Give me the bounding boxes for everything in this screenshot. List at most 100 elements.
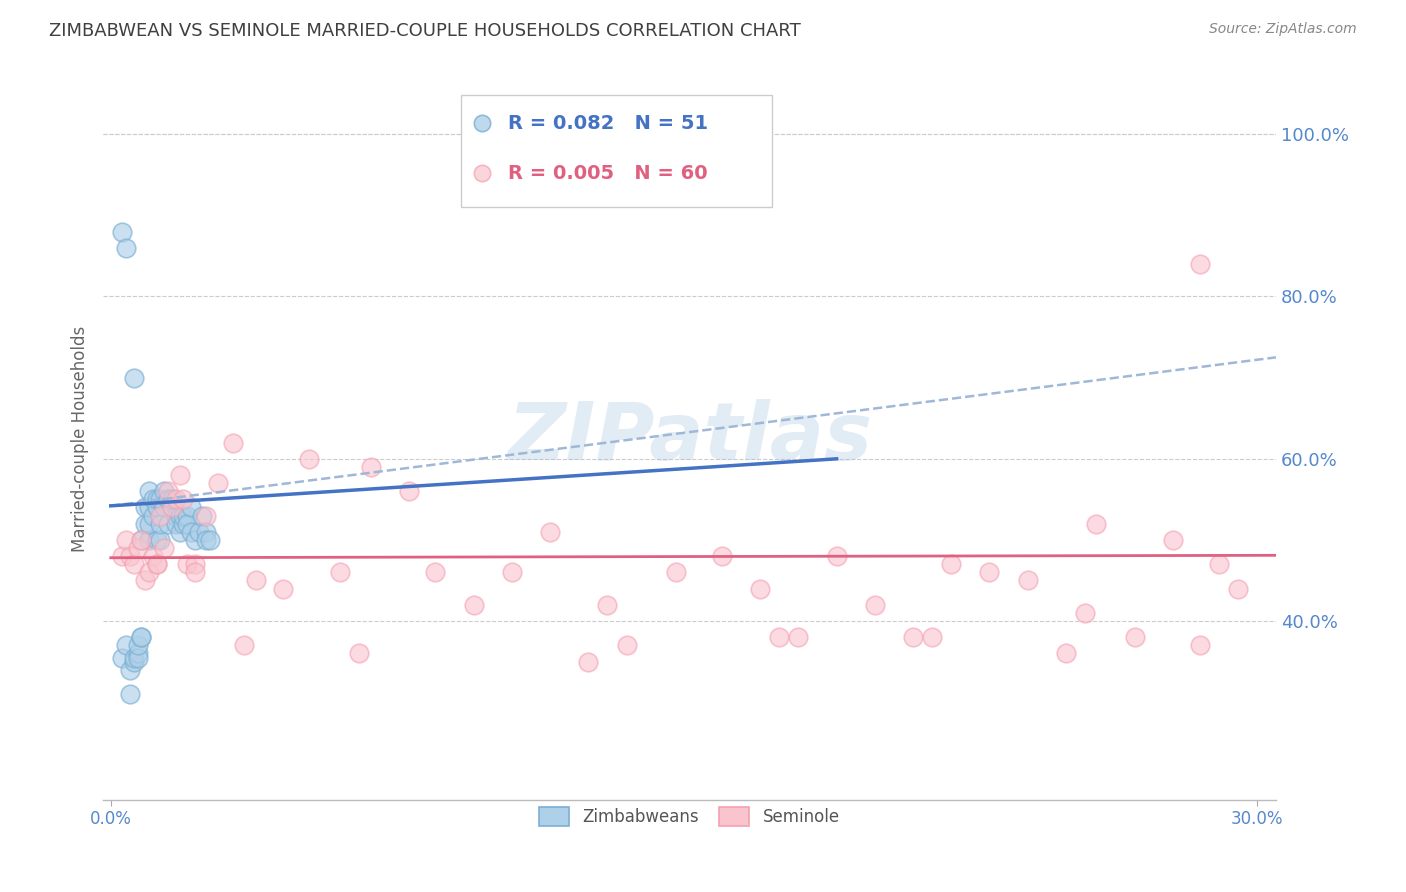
Point <box>538 524 561 539</box>
Point <box>1123 630 1146 644</box>
Point <box>115 241 138 255</box>
Point <box>1161 533 1184 547</box>
Point <box>195 524 218 539</box>
Point <box>180 500 202 515</box>
Point <box>1054 647 1077 661</box>
Point <box>1085 516 1108 531</box>
Point <box>501 566 523 580</box>
Point <box>176 508 198 523</box>
Point <box>127 650 149 665</box>
Legend: Zimbabweans, Seminole: Zimbabweans, Seminole <box>531 798 848 835</box>
Point <box>122 558 145 572</box>
Point <box>149 516 172 531</box>
Point <box>145 533 167 547</box>
Point <box>169 508 191 523</box>
Point <box>115 533 138 547</box>
Point <box>131 533 153 547</box>
Point <box>901 630 924 644</box>
Point <box>149 533 172 547</box>
Point <box>198 533 221 547</box>
Point <box>157 484 180 499</box>
Point <box>118 549 141 563</box>
Point <box>145 558 167 572</box>
Point <box>787 630 810 644</box>
Point <box>195 533 218 547</box>
Point <box>145 492 167 507</box>
Point <box>329 566 352 580</box>
Point <box>979 566 1001 580</box>
Point <box>111 650 134 665</box>
Point <box>941 558 963 572</box>
Point <box>165 492 187 507</box>
Text: R = 0.005   N = 60: R = 0.005 N = 60 <box>508 164 707 183</box>
Point <box>127 647 149 661</box>
Point <box>160 500 183 515</box>
Point <box>115 639 138 653</box>
Point <box>1333 178 1355 193</box>
Point <box>138 516 160 531</box>
Point <box>184 533 207 547</box>
Point <box>1208 558 1230 572</box>
Point <box>222 435 245 450</box>
Point <box>768 630 790 644</box>
Point <box>118 687 141 701</box>
Point <box>111 225 134 239</box>
Point <box>1226 582 1249 596</box>
Point <box>134 574 156 588</box>
Point <box>596 598 619 612</box>
Point <box>425 566 447 580</box>
Point <box>122 650 145 665</box>
Point <box>195 508 218 523</box>
Point <box>127 541 149 555</box>
Point <box>131 533 153 547</box>
Y-axis label: Married-couple Households: Married-couple Households <box>72 326 89 551</box>
Point <box>191 508 214 523</box>
Point <box>134 500 156 515</box>
Point <box>616 639 638 653</box>
Point <box>138 484 160 499</box>
Point <box>145 500 167 515</box>
Point <box>157 516 180 531</box>
Point <box>1188 257 1211 271</box>
Point <box>122 655 145 669</box>
Point <box>160 500 183 515</box>
FancyBboxPatch shape <box>461 95 772 208</box>
Point <box>749 582 772 596</box>
Point <box>142 549 165 563</box>
Point <box>172 492 194 507</box>
Point <box>398 484 420 499</box>
Point <box>153 541 176 555</box>
Point <box>138 500 160 515</box>
Point <box>169 524 191 539</box>
Point <box>138 533 160 547</box>
Point <box>169 468 191 483</box>
Text: Source: ZipAtlas.com: Source: ZipAtlas.com <box>1209 22 1357 37</box>
Text: ZIMBABWEAN VS SEMINOLE MARRIED-COUPLE HOUSEHOLDS CORRELATION CHART: ZIMBABWEAN VS SEMINOLE MARRIED-COUPLE HO… <box>49 22 801 40</box>
Text: ZIPatlas: ZIPatlas <box>508 400 872 477</box>
Point <box>118 663 141 677</box>
Point <box>184 558 207 572</box>
Point <box>131 630 153 644</box>
Text: R = 0.082   N = 51: R = 0.082 N = 51 <box>508 113 707 133</box>
Point <box>233 639 256 653</box>
Point <box>1074 606 1097 620</box>
Point <box>360 459 382 474</box>
Point <box>576 655 599 669</box>
Point <box>172 516 194 531</box>
Point <box>149 492 172 507</box>
Point <box>138 566 160 580</box>
Point <box>111 549 134 563</box>
Point <box>157 492 180 507</box>
Point <box>160 492 183 507</box>
Point <box>271 582 294 596</box>
Point <box>207 476 229 491</box>
Point <box>142 492 165 507</box>
Point <box>176 558 198 572</box>
Point <box>165 508 187 523</box>
Point <box>184 566 207 580</box>
Point <box>180 524 202 539</box>
Point <box>1188 639 1211 653</box>
Point <box>145 558 167 572</box>
Point <box>1017 574 1039 588</box>
Point <box>347 647 370 661</box>
